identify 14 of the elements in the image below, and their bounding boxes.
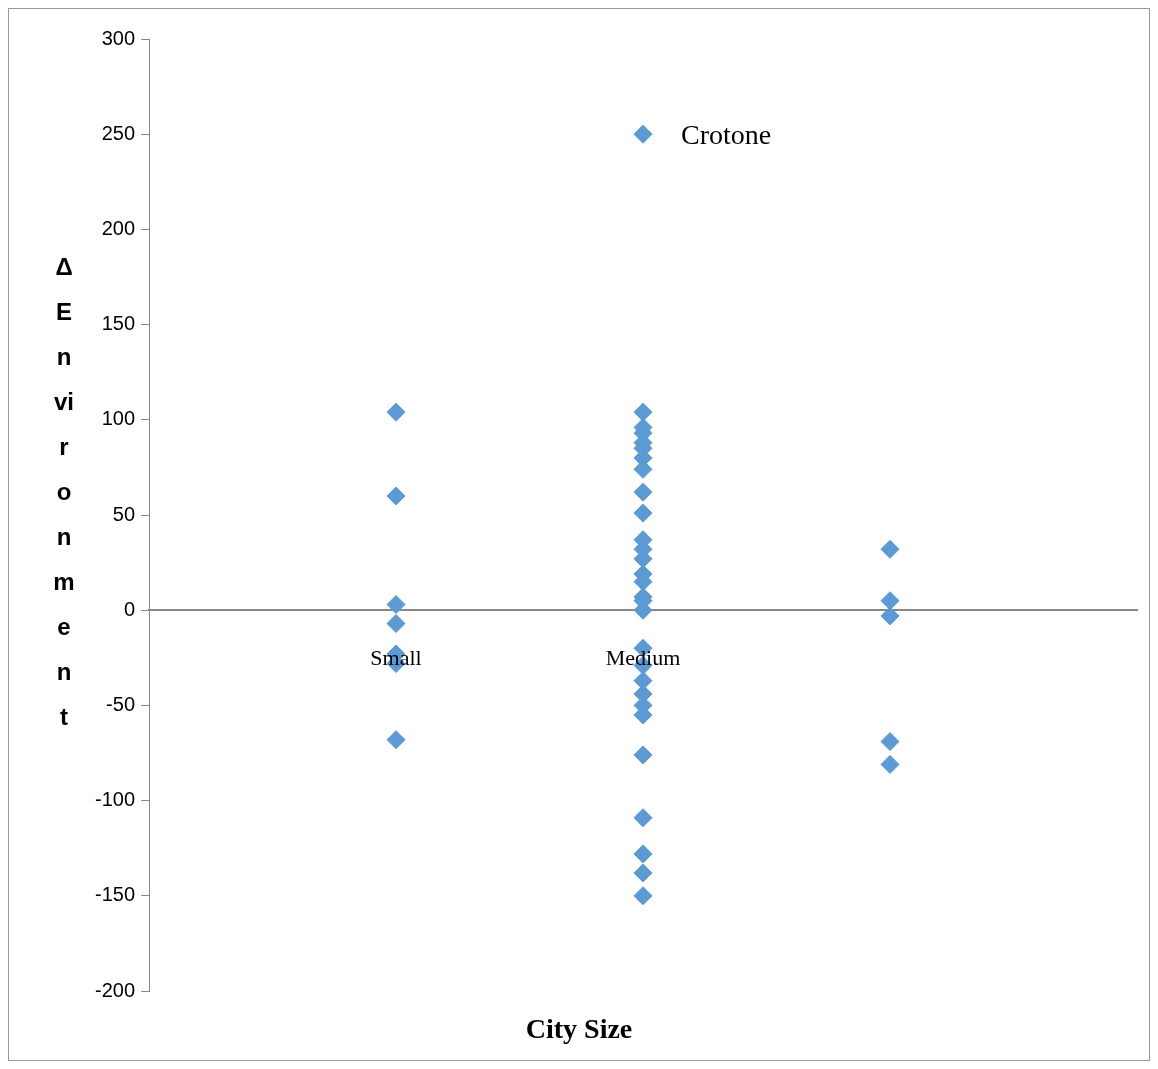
y-tick-label: 250	[101, 121, 136, 144]
y-tick-label: 0	[123, 597, 136, 620]
y-tick-label: 300	[101, 26, 136, 49]
x-axis-title: City Size	[524, 1013, 634, 1045]
y-tick-label: 200	[101, 216, 136, 239]
y-tick-label: 150	[101, 312, 136, 335]
y-tick-label: -150	[95, 883, 136, 906]
text: Δ Environment	[53, 253, 75, 730]
y-tick-label: -50	[106, 692, 136, 715]
y-tick-label: 100	[101, 407, 136, 430]
y-tick-label: -100	[95, 788, 136, 811]
y-tick-label: 50	[112, 502, 136, 525]
annotation: Crotone	[681, 118, 772, 150]
y-tick-label: -200	[95, 978, 136, 1001]
